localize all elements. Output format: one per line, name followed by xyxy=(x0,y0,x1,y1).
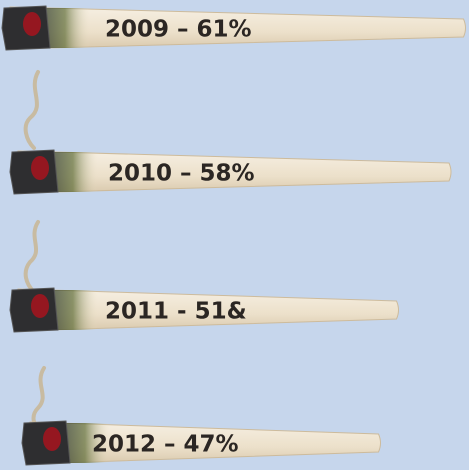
value-label: 2009 – 61% xyxy=(105,17,252,43)
ember xyxy=(31,294,49,318)
ember xyxy=(31,156,49,180)
value-label: 2012 – 47% xyxy=(92,432,239,458)
page: 2009 – 61% 2010 – 58% 2011 - 51&2012 – 47%… xyxy=(0,0,469,470)
value-label: 2010 – 58% xyxy=(108,161,255,187)
ember xyxy=(43,427,61,451)
chart: 2009 – 61% 2010 – 58% 2011 - 51&2012 – 47% xyxy=(0,0,469,470)
ember xyxy=(23,12,41,36)
value-label: 2011 - 51& xyxy=(105,299,247,325)
background xyxy=(0,0,469,470)
